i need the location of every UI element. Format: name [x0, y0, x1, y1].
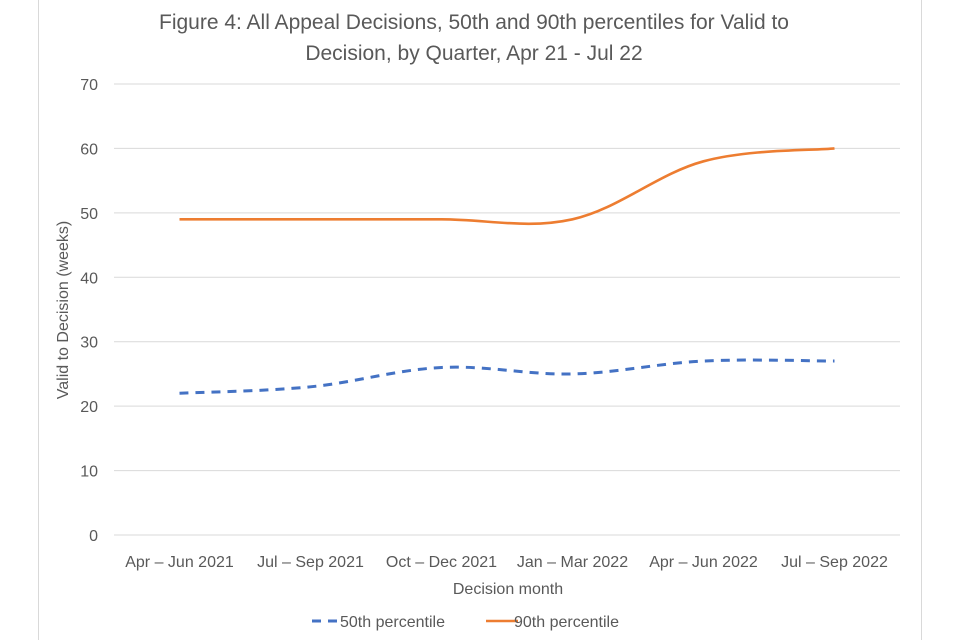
legend-label: 90th percentile — [514, 614, 619, 631]
y-tick-label: 20 — [80, 399, 98, 416]
y-tick-label: 30 — [80, 335, 98, 352]
y-tick-label: 60 — [80, 141, 98, 158]
x-axis-title: Decision month — [453, 581, 563, 598]
y-tick-label: 40 — [80, 270, 98, 287]
legend-label: 50th percentile — [340, 614, 445, 631]
x-tick-label: Jul – Sep 2021 — [257, 554, 364, 571]
y-tick-label: 70 — [80, 77, 98, 94]
y-tick-label: 0 — [89, 528, 98, 545]
chart-title-line-2: Decision, by Quarter, Apr 21 - Jul 22 — [305, 42, 642, 65]
series-line-90th-percentile — [179, 147, 835, 226]
legend: 50th percentile 90th percentile — [312, 614, 619, 631]
y-tick-label: 50 — [80, 206, 98, 223]
y-axis-title: Valid to Decision (weeks) — [55, 221, 72, 399]
x-tick-label: Apr – Jun 2022 — [649, 554, 758, 571]
y-tick-label: 10 — [80, 464, 98, 481]
chart-title-line-1: Figure 4: All Appeal Decisions, 50th and… — [159, 11, 789, 34]
y-axis-ticks: 0 10 20 30 40 50 60 70 — [80, 77, 98, 545]
gridlines — [114, 83, 900, 536]
chart-frame — [38, 0, 922, 640]
x-tick-label: Apr – Jun 2021 — [125, 554, 234, 571]
x-tick-label: Jul – Sep 2022 — [781, 554, 888, 571]
x-axis-ticks: Apr – Jun 2021 Jul – Sep 2021 Oct – Dec 20… — [125, 554, 888, 571]
x-tick-label: Oct – Dec 2021 — [386, 554, 497, 571]
series-lines — [179, 147, 835, 395]
x-tick-label: Jan – Mar 2022 — [517, 554, 628, 571]
series-line-50th-percentile — [179, 358, 835, 395]
